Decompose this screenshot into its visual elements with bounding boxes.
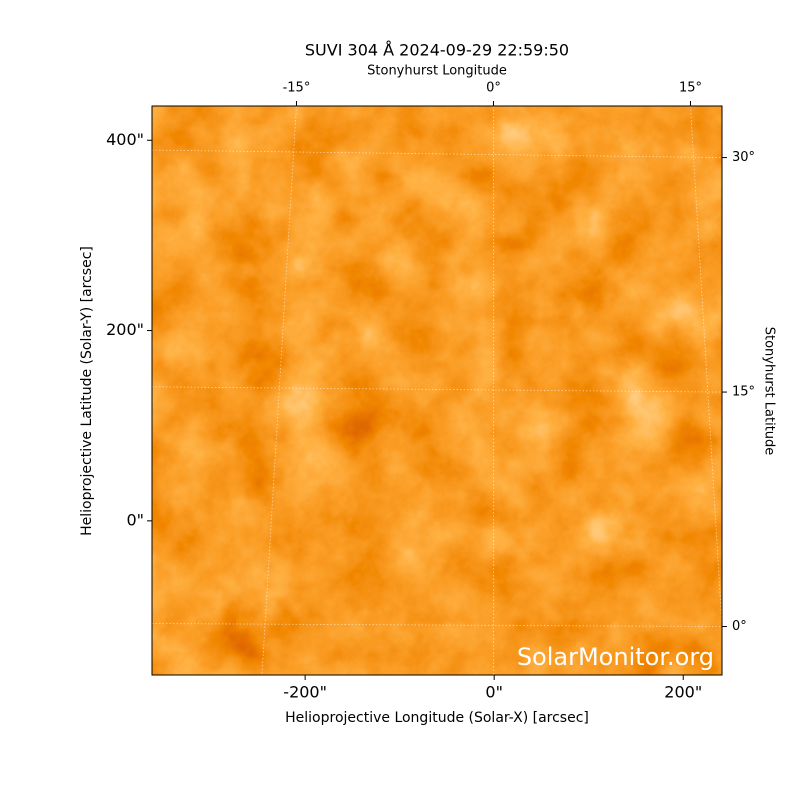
watermark: SolarMonitor.org bbox=[517, 643, 714, 671]
x-tick-label: -200" bbox=[283, 683, 327, 702]
y-axis-label: Helioprojective Latitude (Solar-Y) [arcs… bbox=[79, 246, 95, 536]
x2-tick-label: 0° bbox=[486, 81, 501, 96]
y-tick-label: 400" bbox=[106, 130, 144, 149]
grid-line bbox=[690, 105, 726, 676]
axes-frame bbox=[151, 105, 723, 676]
x-tick-label: 0" bbox=[485, 683, 503, 702]
x-tick-label: 200" bbox=[664, 683, 702, 702]
y-tick-label: 200" bbox=[106, 320, 144, 339]
grid-line bbox=[151, 623, 723, 627]
x-axis-label: Helioprojective Longitude (Solar-X) [arc… bbox=[285, 710, 589, 726]
y-tick-label: 0" bbox=[126, 510, 144, 529]
grid-line bbox=[151, 149, 723, 158]
y2-axis-label: Stonyhurst Latitude bbox=[762, 327, 777, 456]
grid-line bbox=[261, 105, 297, 676]
y2-tick-label: 30° bbox=[732, 150, 755, 165]
grid-line bbox=[151, 386, 723, 393]
y2-tick-label: 0° bbox=[732, 619, 747, 634]
grid bbox=[151, 105, 726, 676]
x2-tick-label: -15° bbox=[283, 81, 311, 96]
chart-title: SUVI 304 Å 2024-09-29 22:59:50 bbox=[305, 41, 569, 60]
x2-axis-label: Stonyhurst Longitude bbox=[367, 64, 507, 79]
solar-image bbox=[152, 106, 722, 675]
x2-tick-label: 15° bbox=[679, 81, 702, 96]
y2-tick-label: 15° bbox=[732, 385, 755, 400]
